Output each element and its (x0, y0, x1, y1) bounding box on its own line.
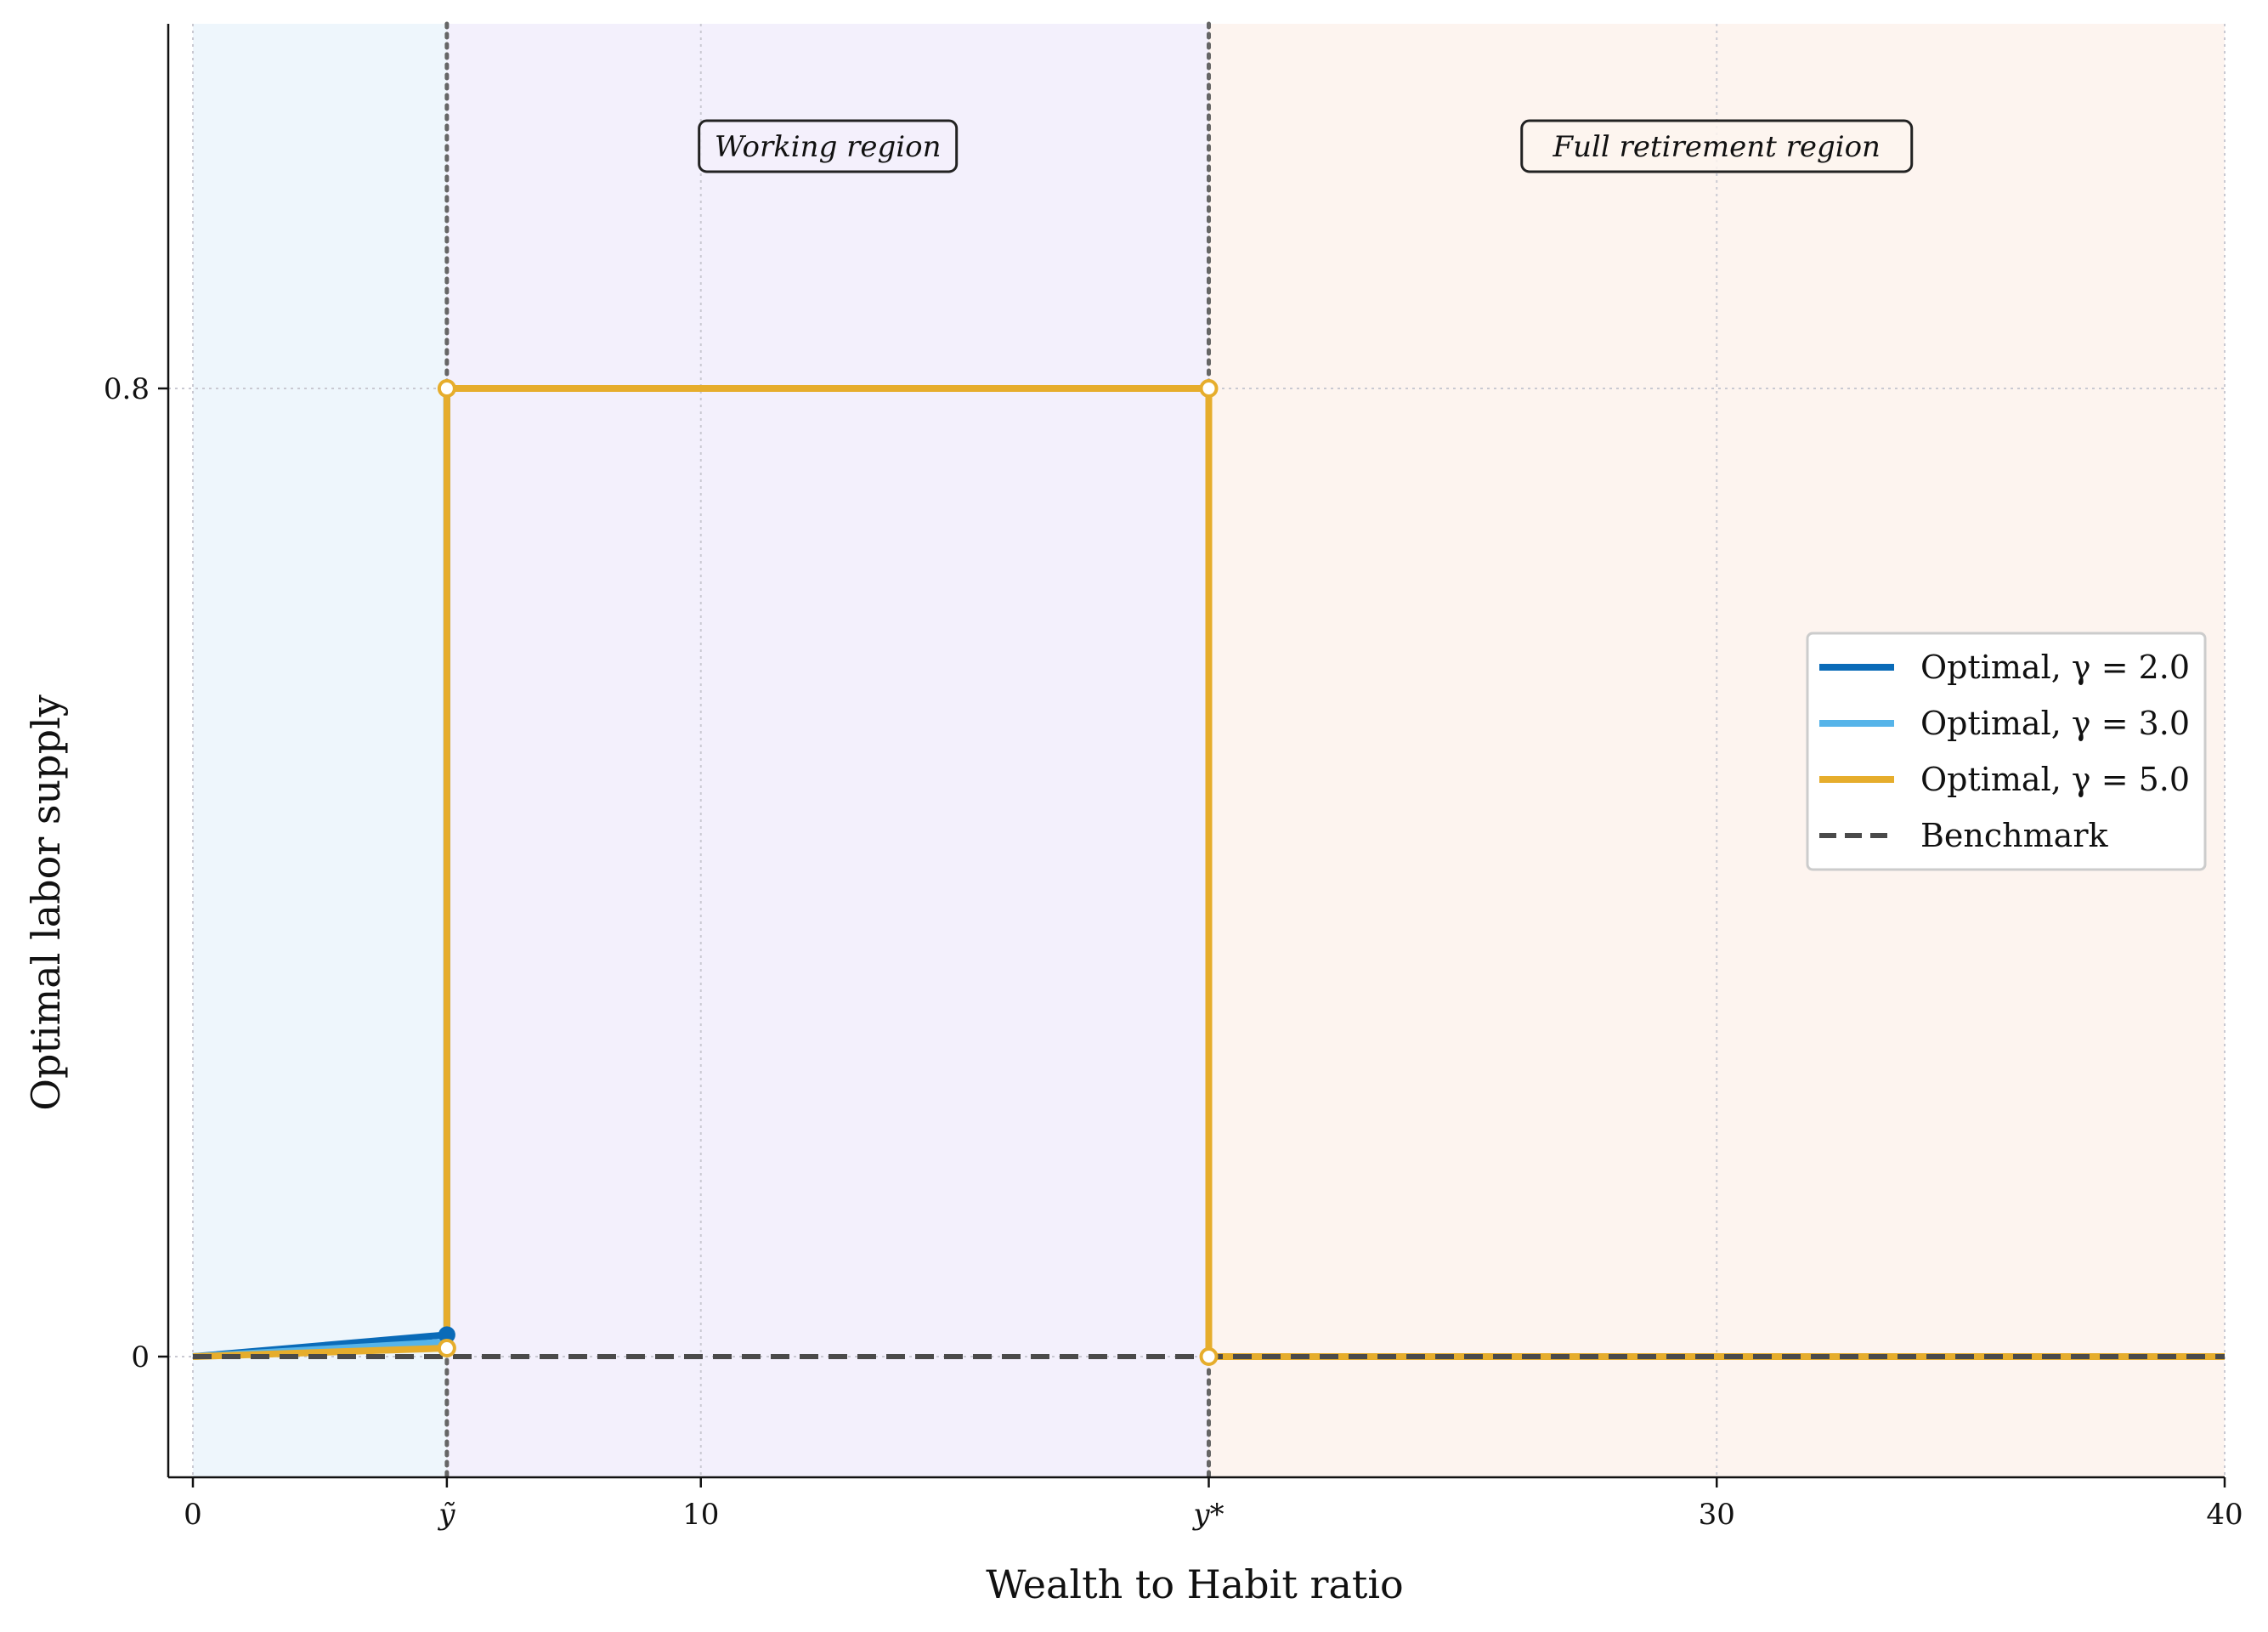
y-axis-title: Optimal labor supply (23, 694, 69, 1110)
marker-open-3 (1199, 1347, 1219, 1366)
y-tick-label-1: 0.8 (104, 372, 150, 406)
region-label-box-2 (1520, 119, 1914, 173)
x-axis-title: Wealth to Habit ratio (986, 1561, 1404, 1607)
x-tick-label-4: 30 (1699, 1498, 1735, 1532)
legend-label-3: Benchmark (1920, 817, 2108, 854)
region-label-2: Full retirement region (1553, 130, 1881, 164)
x-tick-label-0: 0 (184, 1498, 202, 1532)
legend[interactable]: Optimal, γ = 2.0 Optimal, γ = 3.0 Optimal,… (1806, 632, 2207, 871)
region-band-0 (193, 24, 447, 1477)
marker-open-0 (437, 1339, 456, 1358)
marker-open-2 (1199, 379, 1219, 398)
marker-open-1 (437, 379, 456, 398)
x-tick-label-1: ỹ (437, 1498, 455, 1532)
marker-dot-filled (438, 1326, 455, 1344)
y-tick-label-0: 0 (131, 1340, 150, 1374)
region-band-1 (446, 24, 1209, 1477)
legend-label-1: Optimal, γ = 3.0 (1920, 705, 2190, 742)
threshold-markers (437, 379, 1219, 1366)
region-labels: Working region Full retirement region (698, 119, 1914, 173)
legend-label-0: Optimal, γ = 2.0 (1920, 649, 2190, 686)
x-tick-label-5: 40 (2206, 1498, 2243, 1532)
region-label-box-1 (698, 119, 959, 173)
axes: 0 ỹ 10 y* 30 40 0 0.8 (104, 24, 2243, 1532)
legend-label-2: Optimal, γ = 5.0 (1920, 761, 2190, 798)
legend-box (1806, 632, 2207, 871)
region-label-1: Working region (715, 130, 942, 164)
x-tick-label-3: y* (1191, 1498, 1224, 1532)
x-tick-label-2: 10 (682, 1498, 719, 1532)
